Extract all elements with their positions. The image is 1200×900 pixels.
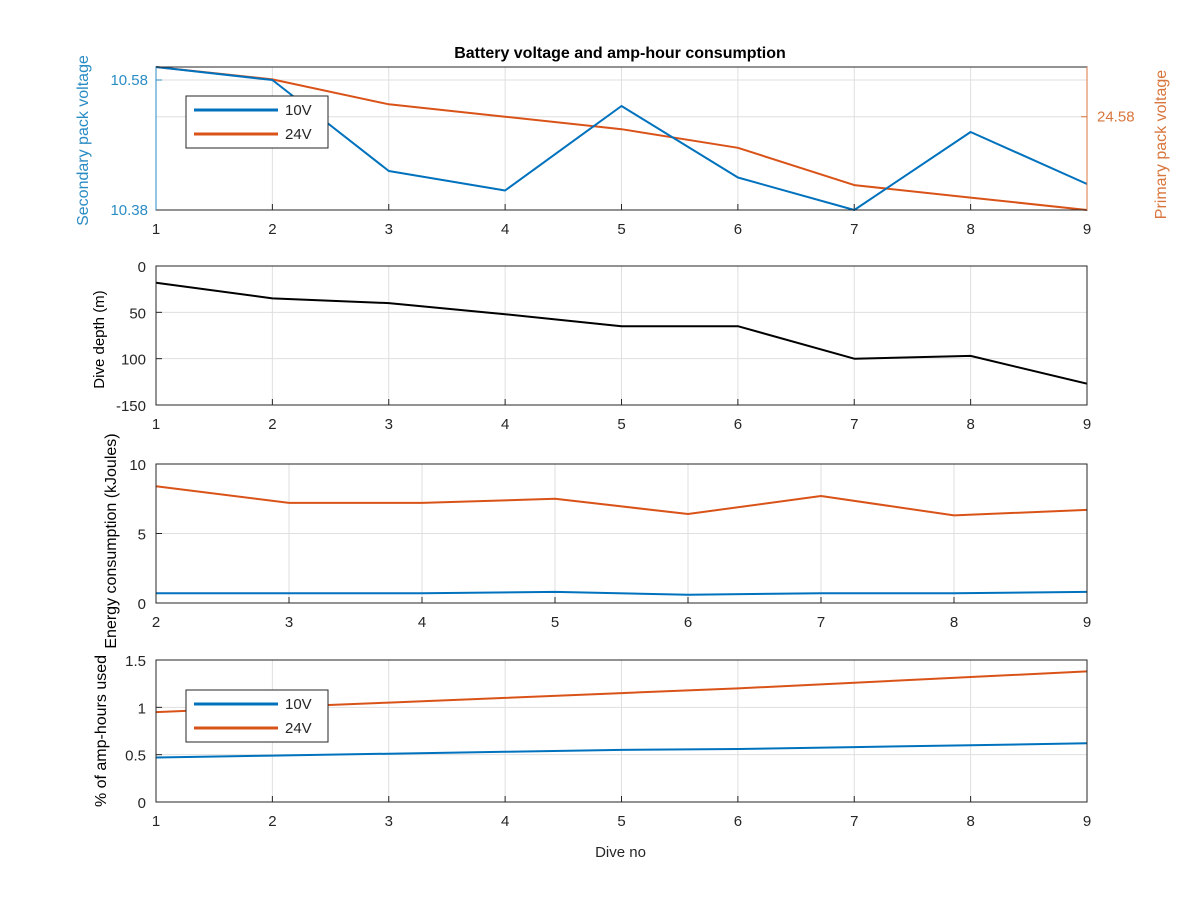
x-tick-label: 9 (1083, 614, 1091, 631)
x-tick-label: 5 (617, 416, 625, 433)
x-tick-label: 8 (966, 813, 974, 830)
x-tick-label: 8 (966, 416, 974, 433)
right-y-axis-label: Primary pack voltage (1153, 70, 1170, 219)
dive-depth-line (155, 281, 1088, 385)
series-24v-line (155, 66, 1088, 211)
x-tick-label: 7 (817, 614, 825, 631)
x-tick-label: 5 (617, 813, 625, 830)
right-y-tick-label: 24.58 (1097, 109, 1135, 126)
amp-hours-panel: 1 2 3 4 5 6 7 8 9 0 0.5 1 1.5 % of amp-hours used Dive… (93, 653, 1091, 861)
left-y-tick-label: 10.58 (110, 72, 148, 89)
x-tick-label: 8 (950, 614, 958, 631)
x-tick-label: 9 (1083, 813, 1091, 830)
x-axis-label: Dive no (595, 844, 646, 861)
x-tick-label: 6 (734, 221, 742, 238)
dive-depth-panel: 1 2 3 4 5 6 7 8 9 0 50 100 -150 Dive depth (m) (91, 259, 1091, 433)
legend-label-10v: 10V (285, 102, 312, 119)
y-tick-label: 50 (129, 305, 146, 322)
x-tick-label: 7 (850, 221, 858, 238)
x-tick-label: 1 (152, 221, 160, 238)
axes-box (155, 659, 1088, 803)
left-y-axis-label: Secondary pack voltage (75, 55, 92, 226)
x-tick-label: 9 (1083, 416, 1091, 433)
x-tick-label: 4 (501, 221, 509, 238)
y-tick-label: 5 (138, 527, 146, 544)
x-tick-label: 4 (501, 813, 509, 830)
legend-box (185, 689, 329, 743)
legend-label-24v: 24V (285, 126, 312, 143)
energy-consumption-panel: 2 3 4 5 6 7 8 9 0 5 10 Energy consumption (kJoules) (103, 433, 1091, 648)
series-24v-line (155, 485, 1088, 517)
y-axis-label: Energy consumption (kJoules) (103, 433, 120, 648)
x-tick-label: 1 (152, 416, 160, 433)
y-tick-label: 0 (138, 795, 146, 812)
x-tick-label: 7 (850, 416, 858, 433)
x-tick-label: 2 (268, 416, 276, 433)
y-tick-label: 0 (138, 259, 146, 276)
figure-title: Battery voltage and amp-hour consumption (454, 45, 786, 62)
x-tick-label: 8 (966, 221, 974, 238)
legend-label-10v: 10V (285, 696, 312, 713)
x-tick-label: 7 (850, 813, 858, 830)
x-tick-label: 6 (734, 416, 742, 433)
x-tick-label: 4 (418, 614, 426, 631)
voltage-panel: 1 2 3 4 5 6 7 8 9 10.38 10.58 24.58 Secondary pack v… (75, 55, 1170, 238)
x-tick-label: 3 (385, 813, 393, 830)
axes-box (155, 265, 1088, 406)
y-tick-label: 100 (121, 352, 146, 369)
x-tick-label: 2 (268, 813, 276, 830)
x-tick-label: 1 (152, 813, 160, 830)
axes-box (155, 463, 1088, 604)
x-tick-label: 2 (152, 614, 160, 631)
series-10v-line (155, 742, 1088, 759)
x-tick-label: 2 (268, 221, 276, 238)
x-tick-label: 5 (617, 221, 625, 238)
x-tick-label: 4 (501, 416, 509, 433)
y-tick-label: -150 (116, 398, 146, 415)
y-tick-label: 1 (138, 700, 146, 717)
x-tick-label: 6 (684, 614, 692, 631)
x-tick-label: 5 (551, 614, 559, 631)
legend-label-24v: 24V (285, 720, 312, 737)
x-tick-label: 3 (385, 416, 393, 433)
left-y-tick-label: 10.38 (110, 202, 148, 219)
y-tick-label: 0 (138, 596, 146, 613)
legend-box (185, 95, 329, 149)
x-tick-label: 6 (734, 813, 742, 830)
x-tick-label: 3 (385, 221, 393, 238)
y-axis-label: Dive depth (m) (91, 290, 108, 388)
x-tick-label: 3 (285, 614, 293, 631)
y-tick-label: 1.5 (125, 653, 146, 670)
y-axis-label: % of amp-hours used (93, 655, 110, 807)
x-tick-label: 9 (1083, 221, 1091, 238)
y-tick-label: 0.5 (125, 748, 146, 765)
series-10v-line (156, 590, 1088, 596)
y-tick-label: 10 (129, 457, 146, 474)
